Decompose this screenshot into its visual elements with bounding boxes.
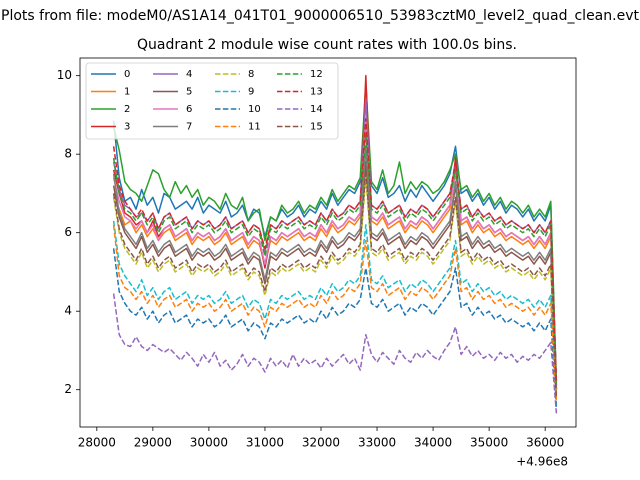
y-tick-label-8: 8: [64, 147, 72, 161]
figure-suptitle: Plots from file: modeM0/AS1A14_041T01_90…: [1, 8, 639, 24]
series-line-0: [112, 120, 558, 390]
y-tick-label-4: 4: [64, 304, 72, 318]
legend-label-9: 9: [248, 87, 254, 98]
legend-label-13: 13: [310, 87, 323, 98]
plot-area: 28000 29000 30000 31000 32000 33000 34000 35000…: [57, 57, 577, 450]
x-tick-label-28000: 28000: [78, 436, 116, 450]
series-line-2: [112, 82, 558, 382]
series-line-12: [112, 133, 558, 386]
series-line-10: [112, 248, 558, 410]
x-axis-offset-label: +4.96e8: [516, 455, 568, 469]
series-line-8: [112, 176, 558, 398]
series-line-5: [112, 161, 558, 394]
series-line-7: [112, 145, 558, 390]
series-line-13: [112, 118, 558, 382]
legend-label-11: 11: [248, 122, 261, 133]
legend-label-0: 0: [124, 69, 130, 80]
y-tick-label-6: 6: [64, 225, 72, 239]
chart-title: Quadrant 2 module wise count rates with …: [137, 37, 517, 53]
y-tick-label-2: 2: [64, 382, 72, 396]
x-tick-label-33000: 33000: [358, 436, 396, 450]
y-tick-label-10: 10: [57, 68, 72, 82]
legend-label-2: 2: [124, 104, 130, 115]
series-line-9: [112, 220, 558, 406]
legend-label-1: 1: [124, 87, 130, 98]
axes-frame: [79, 57, 577, 428]
series-lines: [112, 74, 558, 414]
x-tick-label-29000: 29000: [134, 436, 172, 450]
legend-label-6: 6: [186, 104, 192, 115]
legend-label-5: 5: [186, 87, 192, 98]
legend-label-3: 3: [124, 122, 130, 133]
legend-label-8: 8: [248, 69, 254, 80]
series-line-6: [112, 122, 558, 386]
series-line-14: [112, 293, 558, 414]
x-tick-label-31000: 31000: [246, 436, 284, 450]
series-line-11: [112, 224, 558, 402]
legend-label-12: 12: [310, 69, 323, 80]
series-line-15: [112, 169, 558, 398]
x-tick-label-32000: 32000: [302, 436, 340, 450]
x-tick-label-35000: 35000: [470, 436, 508, 450]
series-line-1: [112, 153, 558, 390]
x-tick-label-34000: 34000: [414, 436, 452, 450]
x-tick-label-30000: 30000: [190, 436, 228, 450]
legend-label-4: 4: [186, 69, 192, 80]
legend-label-10: 10: [248, 104, 261, 115]
legend-label-15: 15: [310, 122, 323, 133]
legend-label-7: 7: [186, 122, 192, 133]
legend-box: [85, 62, 339, 140]
legend-label-14: 14: [310, 104, 323, 115]
x-tick-label-36000: 36000: [526, 436, 564, 450]
